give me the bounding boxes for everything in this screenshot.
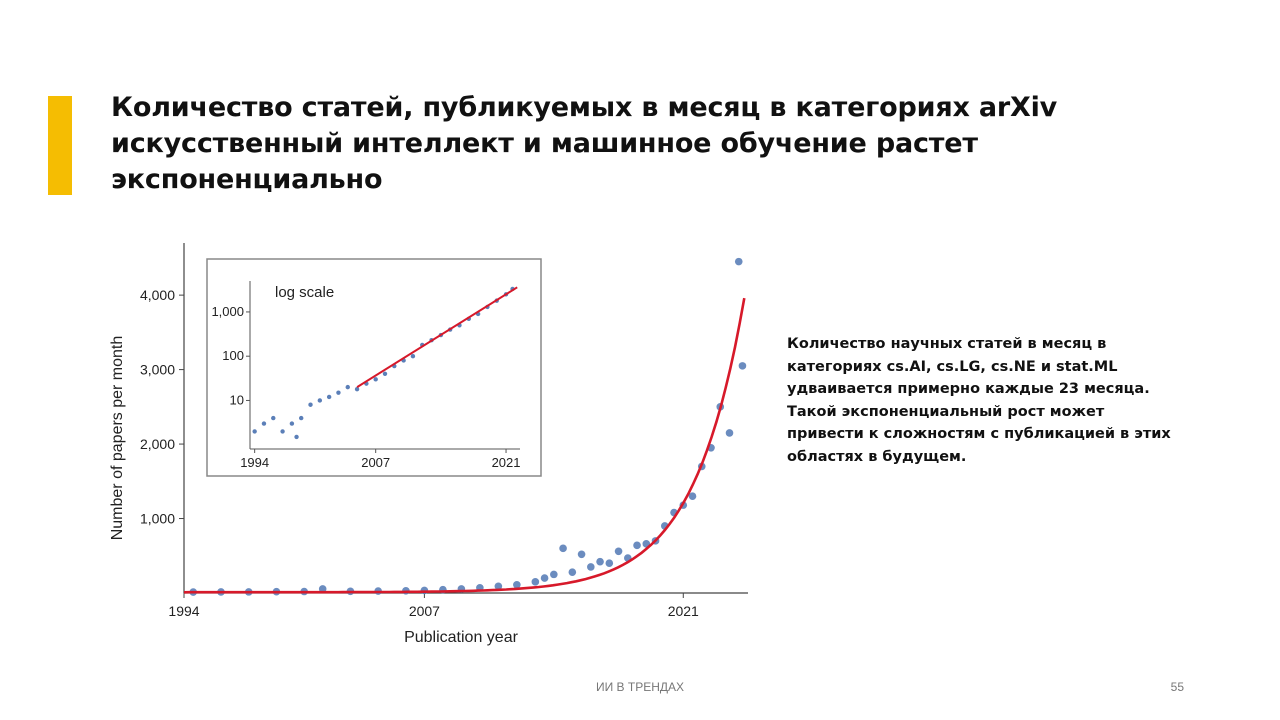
data-point (734, 257, 743, 266)
inset-data-point (345, 384, 350, 390)
x-tick-label: 1994 (168, 603, 199, 619)
inset-data-point (326, 394, 332, 400)
data-point (587, 563, 595, 571)
slide-title: Количество статей, публикуемых в месяц в… (111, 90, 1111, 198)
data-point (633, 541, 641, 550)
inset-data-point (289, 421, 295, 426)
data-point (559, 544, 567, 553)
data-point (318, 585, 327, 593)
inset-y-tick-label: 100 (222, 348, 244, 363)
inset-data-point (373, 377, 378, 382)
inset-data-point (354, 386, 360, 392)
title-line: экспоненциально (111, 164, 383, 195)
data-point (540, 574, 549, 582)
inset-data-point (271, 415, 276, 421)
inset-data-point (299, 415, 304, 421)
inset-data-point (308, 402, 313, 407)
data-point (420, 586, 429, 595)
inset-x-tick-label: 1994 (240, 455, 269, 470)
x-axis-label: Publication year (404, 629, 519, 646)
data-point (568, 568, 577, 576)
y-tick-label: 4,000 (140, 287, 175, 303)
inset-data-point (410, 353, 416, 359)
y-tick-label: 1,000 (140, 511, 175, 527)
x-tick-label: 2021 (668, 603, 699, 619)
inset-x-ticks: 1994 2007 2021 (240, 449, 520, 470)
title-line: Количество статей, публикуемых в месяц в… (111, 92, 1058, 123)
data-point (605, 559, 614, 568)
title-line: искусственный интеллект и машинное обуче… (111, 128, 978, 159)
description-line: областях в будущем. (787, 448, 967, 465)
inset-data-point (252, 429, 257, 434)
data-point (725, 429, 734, 437)
y-axis-label: Number of papers per month (109, 336, 126, 541)
data-point (550, 570, 558, 579)
description-line: удваивается примерно каждые 23 месяца. (787, 381, 1150, 397)
y-tick-label: 2,000 (140, 436, 175, 452)
data-point (531, 578, 540, 586)
inset-title: log scale (275, 284, 334, 301)
footer-label: ИИ В ТРЕНДАХ (595, 680, 685, 694)
chart-description: Количество научных статей в месяц в кате… (787, 333, 1207, 468)
data-point (513, 581, 521, 589)
accent-bar (48, 96, 72, 195)
description-line: Такой экспоненциальный рост может (787, 403, 1105, 420)
inset-y-tick-label: 1,000 (211, 304, 244, 319)
inset-data-point (382, 371, 388, 377)
description-line: категориях cs.AI, cs.LG, cs.NE и stat.ML (787, 358, 1118, 375)
inset-y-tick-label: 10 (230, 392, 244, 407)
inset-data-point (280, 429, 285, 434)
data-point (738, 362, 747, 370)
data-point (494, 582, 503, 591)
inset-x-tick-label: 2007 (361, 455, 390, 470)
log-scale-inset: 10 100 1,000 1994 2007 2021 log scale (206, 258, 542, 477)
main-axes: 1,000 2,000 3,000 4,000 1994 2007 2021 Public… (109, 243, 748, 646)
data-point (688, 492, 697, 500)
x-tick-label: 2007 (409, 603, 440, 619)
description-line: Количество научных статей в месяц в (787, 336, 1107, 352)
main-y-ticks: 1,000 2,000 3,000 4,000 (140, 287, 184, 527)
papers-per-month-chart: 1,000 2,000 3,000 4,000 1994 2007 2021 Public… (109, 243, 748, 646)
inset-frame (206, 258, 542, 477)
description-line: привести к сложностям с публикацией в эт… (787, 426, 1171, 442)
inset-data-point (317, 398, 323, 403)
y-tick-label: 3,000 (140, 362, 175, 378)
data-point (596, 557, 604, 566)
inset-data-point (336, 390, 341, 395)
main-x-ticks: 1994 2007 2021 (168, 593, 699, 619)
exponential-fit-line (183, 297, 746, 594)
inset-data-point (294, 434, 299, 440)
inset-y-ticks: 10 100 1,000 (211, 304, 250, 407)
data-point (614, 547, 623, 556)
page-number: 55 (1170, 680, 1184, 694)
data-point (577, 550, 586, 559)
inset-x-tick-label: 2021 (492, 455, 521, 470)
inset-fit-line (356, 286, 518, 388)
inset-data-point (261, 421, 267, 426)
